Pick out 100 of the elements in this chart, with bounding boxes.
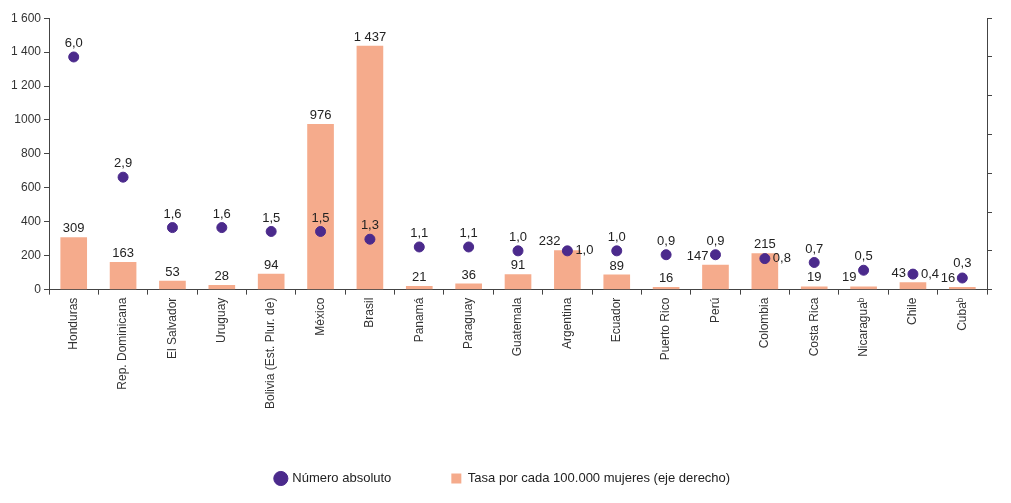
x-tick-label: Bolivia (Est. Plur. de) bbox=[263, 297, 278, 409]
data-label: 309 bbox=[62, 220, 85, 236]
x-tick-label: Honduras bbox=[66, 297, 81, 350]
point bbox=[68, 51, 80, 63]
data-label: 1,6 bbox=[212, 205, 231, 221]
data-label: 1,0 bbox=[508, 228, 528, 244]
point bbox=[561, 245, 573, 257]
y-tick-label: 1 200 bbox=[11, 78, 42, 93]
y-tick-label: 600 bbox=[21, 180, 42, 195]
point bbox=[660, 249, 672, 261]
data-label: 1,6 bbox=[163, 205, 182, 221]
x-tick-label: Cubaᵇ bbox=[954, 297, 969, 331]
x-tick-label: Ecuador bbox=[609, 297, 624, 343]
y-tick-label: 1 600 bbox=[11, 10, 42, 25]
data-label: 43 bbox=[891, 265, 906, 281]
y-tick-label: 800 bbox=[21, 146, 42, 161]
data-label: 16 bbox=[940, 269, 956, 285]
point bbox=[364, 233, 376, 245]
x-tick-label: Argentina bbox=[559, 297, 574, 349]
data-label: 2,9 bbox=[114, 155, 133, 171]
legend-label: Tasa por cada 100.000 mujeres (eje derecho) bbox=[467, 470, 731, 486]
point bbox=[413, 241, 425, 253]
x-tick-label: Colombia bbox=[757, 297, 772, 349]
y-tick-label: 400 bbox=[21, 214, 42, 229]
bar bbox=[60, 237, 88, 290]
point bbox=[808, 256, 820, 268]
x-tick-label: Guatemala bbox=[510, 297, 525, 357]
y-tick-label: 0 bbox=[34, 281, 42, 296]
x-tick-label: Paraguay bbox=[460, 297, 475, 349]
legend-label: Número absoluto bbox=[292, 470, 392, 486]
x-tick-label: Chile bbox=[905, 297, 920, 325]
data-label: 0,5 bbox=[854, 248, 873, 264]
bar bbox=[159, 280, 186, 290]
data-label: 0,7 bbox=[805, 240, 824, 256]
data-label: 19 bbox=[842, 269, 857, 285]
point bbox=[611, 245, 623, 257]
x-tick-label: Costa Rica bbox=[806, 297, 821, 357]
data-label: 94 bbox=[263, 256, 279, 272]
data-label: 147 bbox=[686, 247, 709, 263]
y-tick-label: 1 400 bbox=[11, 44, 42, 59]
data-label: 21 bbox=[412, 269, 427, 285]
data-label: 0,9 bbox=[706, 232, 725, 248]
data-label: 1,5 bbox=[311, 209, 330, 225]
point bbox=[759, 253, 771, 265]
point bbox=[709, 249, 721, 261]
point bbox=[265, 225, 277, 237]
data-label: 1 437 bbox=[353, 28, 387, 44]
data-label: 0,9 bbox=[657, 232, 676, 248]
bar bbox=[455, 283, 482, 290]
x-tick-label: Nicaraguaᵇ bbox=[855, 297, 870, 357]
bar bbox=[208, 284, 236, 290]
point bbox=[166, 222, 178, 234]
data-label: 89 bbox=[609, 257, 624, 273]
bar bbox=[504, 274, 532, 290]
x-tick-label: Perú bbox=[707, 297, 722, 323]
bar bbox=[307, 124, 334, 290]
x-tick-label: Puerto Rico bbox=[658, 297, 673, 361]
point bbox=[463, 241, 475, 253]
bar bbox=[356, 45, 384, 290]
data-label: 0,3 bbox=[953, 254, 972, 270]
x-tick-label: Panamá bbox=[411, 297, 426, 343]
data-label: 19 bbox=[806, 269, 822, 285]
data-label: 0,8 bbox=[772, 250, 791, 266]
data-label: 36 bbox=[461, 266, 476, 282]
data-label: 215 bbox=[754, 236, 776, 252]
bar bbox=[850, 286, 877, 290]
point bbox=[907, 268, 919, 280]
data-label: 1,1 bbox=[410, 225, 429, 241]
data-label: 1,1 bbox=[459, 225, 478, 241]
data-label: 28 bbox=[214, 267, 230, 283]
point bbox=[858, 264, 870, 276]
point bbox=[216, 222, 228, 234]
point bbox=[512, 245, 524, 257]
point bbox=[315, 225, 327, 237]
bar bbox=[899, 282, 927, 290]
data-label: 163 bbox=[112, 245, 134, 261]
bar bbox=[109, 261, 137, 290]
x-tick-label: Uruguay bbox=[214, 297, 229, 343]
data-label: 53 bbox=[165, 263, 180, 279]
x-tick-label: Rep. Dominicana bbox=[115, 297, 130, 390]
data-label: 1,3 bbox=[360, 217, 379, 233]
bar bbox=[702, 264, 729, 290]
y-tick-label: 200 bbox=[21, 248, 42, 263]
data-label: 976 bbox=[309, 107, 332, 123]
bar bbox=[257, 273, 285, 290]
point bbox=[117, 171, 129, 183]
x-tick-label: México bbox=[312, 297, 327, 336]
data-label: 1,0 bbox=[607, 228, 626, 244]
x-tick-label: Brasil bbox=[362, 297, 377, 328]
y-tick-label: 1000 bbox=[14, 112, 42, 127]
data-label: 232 bbox=[538, 233, 561, 249]
point bbox=[956, 272, 968, 284]
data-label: 1,0 bbox=[575, 242, 594, 258]
bar bbox=[405, 286, 433, 290]
data-label: 1,5 bbox=[262, 209, 281, 225]
bar bbox=[800, 286, 828, 290]
data-label: 91 bbox=[510, 257, 526, 273]
data-label: 16 bbox=[658, 269, 674, 285]
data-label: 6,0 bbox=[64, 35, 83, 51]
bar bbox=[603, 274, 631, 290]
